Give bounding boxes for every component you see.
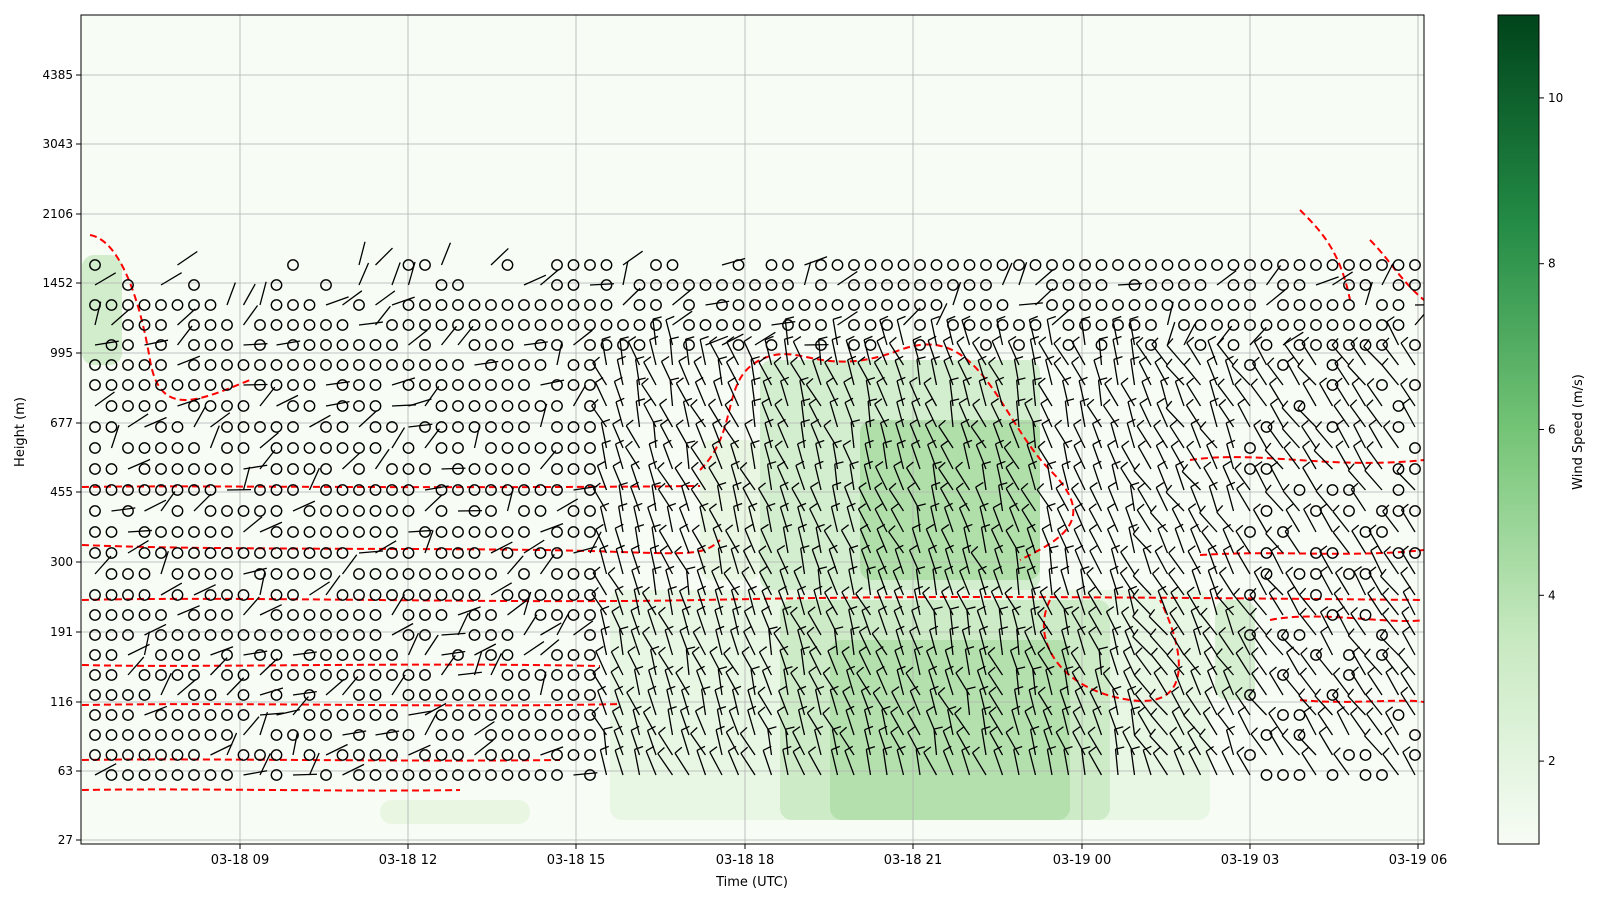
y-tick-label: 63 [58, 764, 73, 778]
y-tick-label: 191 [50, 625, 73, 639]
contour-line [82, 789, 460, 790]
colorbar-tick-label: 10 [1548, 91, 1563, 105]
y-tick-label: 2106 [42, 207, 73, 221]
y-tick-label: 300 [50, 555, 73, 569]
x-tick-label: 03-18 09 [211, 853, 269, 868]
y-tick-label: 116 [50, 695, 73, 709]
y-tick-label: 1452 [42, 276, 73, 290]
colorbar-label: Wind Speed (m/s) [1571, 374, 1586, 490]
colorbar-tick-label: 4 [1548, 588, 1556, 602]
y-tick-label: 995 [50, 346, 73, 360]
x-tick-label: 03-19 03 [1221, 853, 1279, 868]
x-axis: 03-18 09 03-18 12 03-18 15 03-18 18 03-18 21… [211, 844, 1447, 868]
colorbar [1498, 15, 1539, 844]
y-tick-label: 3043 [42, 137, 73, 151]
x-tick-label: 03-18 21 [884, 853, 942, 868]
x-tick-label: 03-18 15 [547, 853, 605, 868]
x-tick-label: 03-19 00 [1053, 853, 1111, 868]
y-axis: 27 63 116 191 300 455 677 995 1452 2106 3043 4385 [42, 68, 81, 847]
colorbar-tick-label: 6 [1548, 423, 1556, 437]
colorbar-ticks: 2 4 6 8 10 [1539, 91, 1563, 768]
x-axis-label: Time (UTC) [715, 875, 788, 890]
colorbar-tick-label: 2 [1548, 754, 1556, 768]
heatmap-region [380, 800, 530, 824]
y-tick-label: 455 [50, 485, 73, 499]
y-tick-label: 27 [58, 833, 73, 847]
wind-barb [293, 774, 317, 775]
x-tick-label: 03-19 06 [1389, 853, 1447, 868]
y-axis-label: Height (m) [13, 397, 28, 467]
x-tick-label: 03-18 12 [379, 853, 437, 868]
x-tick-label: 03-18 18 [716, 853, 774, 868]
y-tick-label: 677 [50, 416, 73, 430]
colorbar-tick-label: 8 [1548, 257, 1556, 271]
y-tick-label: 4385 [42, 68, 73, 82]
